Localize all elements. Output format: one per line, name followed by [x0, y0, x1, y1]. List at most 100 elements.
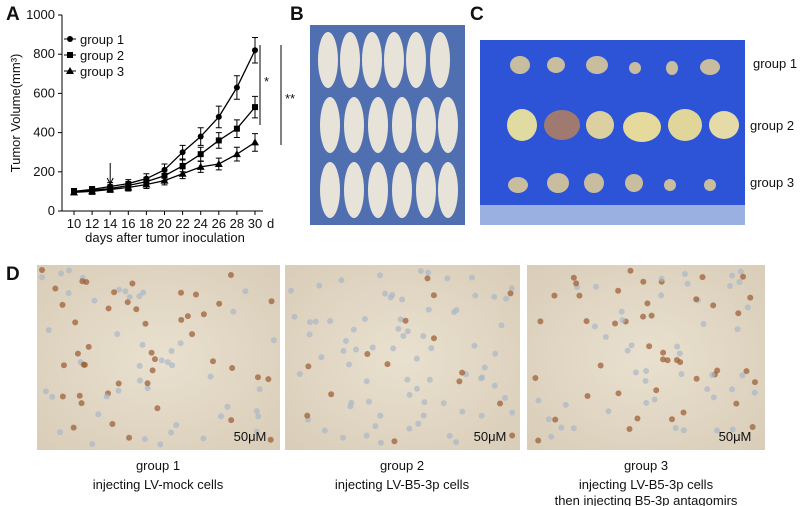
cell — [643, 399, 650, 406]
cell — [115, 387, 122, 394]
cell — [709, 371, 716, 378]
cell — [395, 325, 402, 332]
cell — [498, 322, 505, 329]
cell — [347, 403, 354, 410]
cell — [658, 275, 665, 282]
cell — [103, 393, 110, 400]
cell — [459, 408, 466, 415]
cell — [377, 412, 384, 419]
cell — [151, 356, 158, 363]
cell — [369, 344, 376, 351]
cell — [340, 434, 347, 441]
cell — [644, 300, 651, 307]
cell — [353, 346, 360, 353]
panel-label: C — [470, 4, 484, 25]
cell — [224, 403, 231, 410]
cell — [399, 296, 406, 303]
cell — [735, 310, 742, 317]
cell — [216, 300, 223, 307]
cell — [509, 409, 516, 416]
cell — [508, 285, 515, 292]
cell — [209, 358, 216, 365]
cell — [74, 350, 81, 357]
ihc-image — [527, 265, 765, 450]
cell — [321, 427, 328, 434]
x-tick-label: 28 — [230, 216, 244, 231]
cell — [481, 364, 488, 371]
cell — [545, 416, 552, 423]
marker — [214, 159, 223, 167]
cell — [584, 392, 591, 399]
cell — [640, 313, 647, 320]
cell — [424, 275, 431, 282]
arrow — [106, 163, 114, 186]
cell — [126, 294, 133, 301]
marker — [70, 188, 78, 196]
scale-label: 50μM — [234, 429, 267, 444]
scale-label: 50μM — [474, 429, 507, 444]
cell — [288, 287, 295, 294]
significance: * — [264, 74, 269, 89]
cell — [265, 376, 272, 383]
cell — [168, 348, 175, 355]
cell — [390, 345, 397, 352]
photo-tumors — [480, 40, 745, 225]
cell — [109, 421, 116, 428]
cell — [672, 425, 679, 432]
cell — [89, 441, 96, 448]
cell — [139, 341, 146, 348]
cell — [78, 400, 85, 407]
cell — [558, 424, 565, 431]
cell — [149, 367, 156, 374]
cell — [42, 388, 49, 395]
cell — [60, 362, 67, 369]
cell — [680, 427, 687, 434]
cell — [124, 299, 131, 306]
cell — [217, 413, 224, 420]
cell — [535, 437, 542, 444]
cell — [714, 427, 721, 434]
cell — [268, 298, 275, 305]
cell — [744, 304, 751, 311]
cell — [255, 413, 262, 420]
cell — [736, 278, 743, 285]
cell — [207, 373, 214, 380]
legend-label: group 3 — [80, 64, 124, 79]
cell — [509, 432, 516, 439]
cell — [612, 320, 619, 327]
cell — [49, 393, 56, 400]
cell — [704, 386, 711, 393]
x-tick-label: 24 — [193, 216, 207, 231]
cell — [459, 369, 466, 376]
cell — [628, 342, 635, 349]
cell — [640, 278, 647, 285]
cell — [684, 280, 691, 287]
group-title: group 2 — [380, 458, 424, 473]
cell — [327, 317, 334, 324]
cell — [72, 319, 79, 326]
cell — [242, 288, 249, 295]
cell — [420, 333, 427, 340]
cell — [642, 377, 649, 384]
cell — [415, 420, 422, 427]
cell — [253, 408, 260, 415]
cell — [734, 326, 741, 333]
cell — [593, 283, 600, 290]
cell — [491, 293, 498, 300]
cell — [168, 429, 175, 436]
cell — [254, 374, 261, 381]
cell — [338, 277, 345, 284]
cell — [440, 400, 447, 407]
cell — [306, 331, 313, 338]
cell — [710, 394, 717, 401]
cell — [85, 343, 92, 350]
x-tick-label: 18 — [139, 216, 153, 231]
cell — [729, 272, 736, 279]
x-tick-label: 10 — [67, 216, 81, 231]
cell — [114, 330, 121, 337]
cell — [627, 267, 634, 274]
cell — [58, 270, 65, 277]
x-tick-label: 20 — [157, 216, 171, 231]
y-tick-label: 1000 — [26, 7, 55, 22]
